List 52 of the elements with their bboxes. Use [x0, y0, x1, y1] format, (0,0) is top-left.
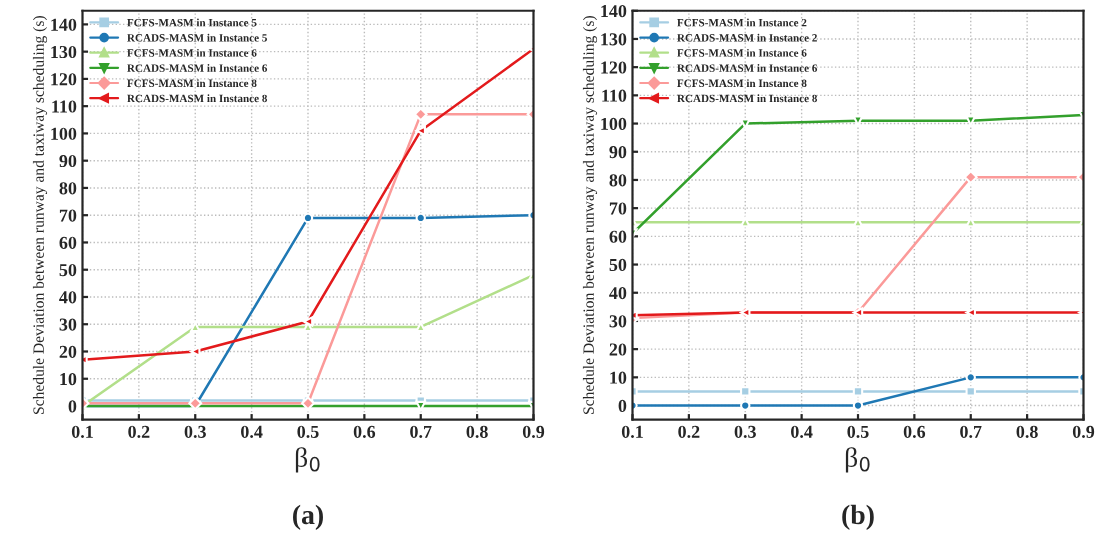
x-tick-label: 0.1 — [621, 425, 643, 438]
y-tick-label: 120 — [601, 61, 627, 74]
x-tick-label: 0.4 — [791, 425, 813, 438]
x-tick-label: 0.9 — [1072, 425, 1095, 438]
x-tick-label: 0.4 — [241, 425, 263, 438]
text: (a) — [293, 504, 323, 530]
y-tick-label: 70 — [59, 209, 77, 222]
x-tick-label: 0.7 — [960, 425, 982, 438]
y-tick-label: 70 — [609, 202, 627, 215]
x-tick-label: 0.6 — [353, 425, 376, 438]
y-tick-label: 110 — [52, 100, 77, 113]
y-tick-label: 10 — [60, 373, 77, 386]
x-axis-title: β$_{0}$ — [295, 447, 320, 473]
text: (b) — [842, 504, 874, 530]
y-tick-label: 0 — [618, 399, 627, 412]
y-tick-label: 80 — [59, 182, 77, 195]
y-tick-label: 140 — [51, 18, 77, 31]
y-tick-label: 120 — [51, 73, 77, 86]
x-axis-title: β$_{0}$ — [845, 447, 870, 473]
y-tick-label: 130 — [601, 33, 627, 46]
y-tick-label: 50 — [59, 263, 77, 277]
x-tick-label: 0.3 — [184, 425, 206, 438]
x-tick-label: 0.8 — [1016, 425, 1038, 438]
y-tick-label: 130 — [51, 45, 77, 59]
y-tick-label: 140 — [601, 5, 627, 18]
x-tick-label: 0.7 — [410, 425, 432, 438]
y-tick-label: 20 — [609, 343, 627, 356]
y-tick-label: 110 — [602, 89, 627, 102]
y-tick-label: 80 — [609, 174, 627, 187]
y-tick-label: 60 — [609, 230, 627, 243]
x-tick-label: 0.3 — [734, 425, 756, 438]
x-tick-label: 0.9 — [522, 425, 545, 438]
x-tick-label: 0.5 — [847, 425, 869, 438]
y-tick-label: 90 — [609, 146, 627, 159]
x-tick-label: 0.1 — [71, 425, 93, 438]
y-tick-label: 20 — [59, 345, 77, 358]
y-tick-label: 30 — [609, 315, 627, 328]
y-tick-label: 90 — [59, 154, 77, 168]
y-tick-label: 30 — [59, 318, 77, 331]
x-tick-label: 0.2 — [678, 425, 700, 438]
y-tick-label: 60 — [59, 236, 77, 249]
y-tick-label: 100 — [601, 117, 627, 130]
x-tick-label: 0.2 — [128, 425, 150, 438]
y-tick-label: 50 — [609, 258, 627, 271]
y-tick-label: 0 — [68, 400, 77, 413]
y-tick-label: 40 — [59, 291, 77, 304]
x-tick-label: 0.6 — [903, 425, 926, 438]
y-tick-label: 100 — [51, 127, 77, 140]
y-tick-label: 40 — [609, 287, 627, 300]
x-tick-label: 0.5 — [297, 425, 319, 438]
y-tick-label: 10 — [610, 371, 627, 384]
x-tick-label: 0.8 — [466, 425, 488, 438]
